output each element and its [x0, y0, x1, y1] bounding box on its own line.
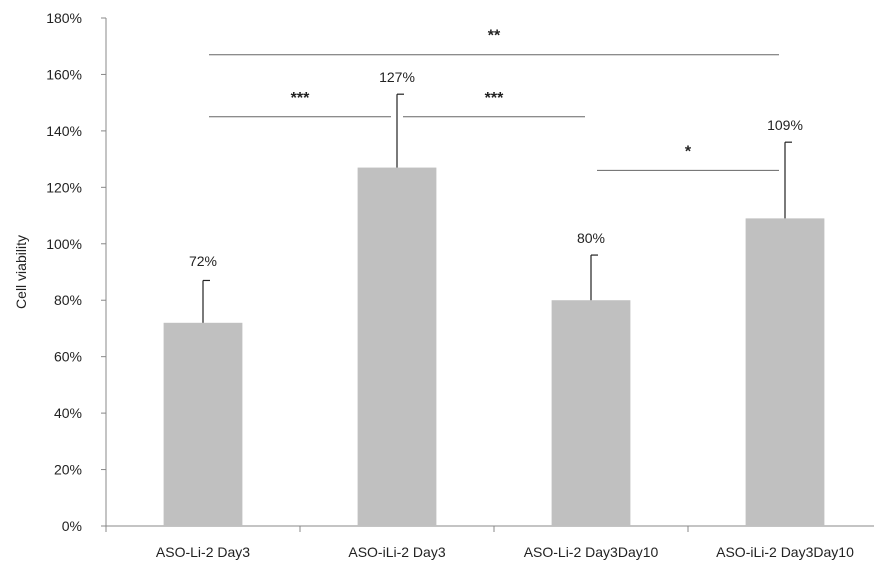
category-label: ASO-Li-2 Day3: [156, 544, 250, 560]
error-bars: [202, 93, 792, 323]
significance-label: *: [685, 143, 692, 160]
y-axis-ticks: 0% 20% 40% 60% 80% 100% 120% 140% 160% 180%: [46, 10, 106, 534]
significance-brackets: ***** ****: [209, 28, 779, 171]
y-tick-label: 60%: [54, 349, 82, 365]
category-label: ASO-iLi-2 Day3Day10: [716, 544, 854, 560]
bar: [745, 218, 825, 526]
category-label: ASO-Li-2 Day3Day10: [524, 544, 659, 560]
category-labels: ASO-Li-2 Day3 ASO-iLi-2 Day3 ASO-Li-2 Day3…: [156, 544, 854, 560]
bars: [163, 167, 825, 527]
y-tick-label: 40%: [54, 405, 82, 421]
data-label: 80%: [577, 230, 605, 246]
y-axis-label: Cell viability: [13, 235, 29, 309]
y-tick-label: 160%: [46, 66, 82, 82]
significance-label: ***: [291, 90, 310, 107]
y-tick-label: 0%: [62, 518, 82, 534]
data-label: 127%: [379, 69, 415, 85]
y-tick-label: 180%: [46, 10, 82, 26]
data-label: 109%: [767, 117, 803, 133]
y-tick-label: 140%: [46, 123, 82, 139]
bar: [551, 300, 631, 526]
category-label: ASO-iLi-2 Day3: [348, 544, 445, 560]
significance-label: **: [488, 28, 501, 45]
y-tick-label: 100%: [46, 236, 82, 252]
y-tick-label: 20%: [54, 462, 82, 478]
x-axis-ticks: [105, 526, 689, 532]
data-label: 72%: [189, 253, 217, 269]
y-tick-label: 80%: [54, 292, 82, 308]
data-labels: 72% 127% 80% 109%: [189, 69, 803, 269]
y-tick-label: 120%: [46, 179, 82, 195]
bar: [357, 167, 437, 527]
bar: [163, 322, 243, 526]
significance-label: ***: [485, 90, 504, 107]
